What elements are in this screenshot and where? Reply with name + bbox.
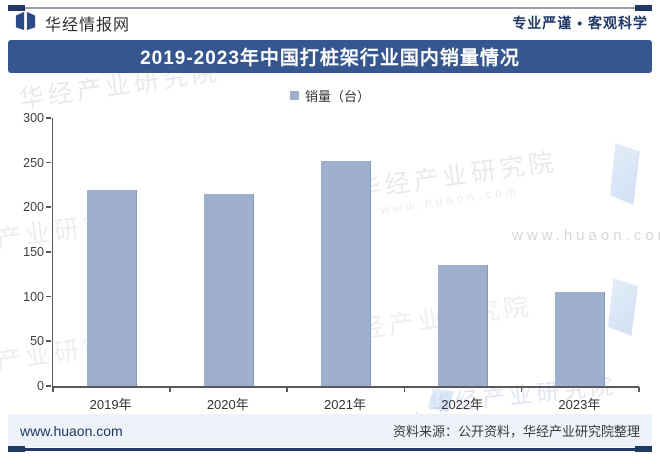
y-tick-label: 300 xyxy=(23,111,44,125)
x-tick-label: 2021年 xyxy=(324,397,366,412)
y-tick-mark xyxy=(46,340,51,342)
x-tick-label: 2020年 xyxy=(206,397,249,412)
bottom-rule-right-cap xyxy=(635,446,652,452)
footer-site-url: www.huaon.com xyxy=(20,422,123,439)
top-rule-right-cap xyxy=(635,5,652,11)
y-tick-mark xyxy=(46,206,51,208)
bottom-rule-line xyxy=(8,448,652,451)
top-rule-left-cap xyxy=(8,5,25,11)
bottom-rule-left-cap xyxy=(8,446,25,452)
footer-source: 资料来源：公开资料，华经产业研究院整理 xyxy=(392,424,640,439)
brand: 华经情报网 xyxy=(14,10,130,37)
title-bar: 2019-2023年中国打桩架行业国内销量情况 xyxy=(8,40,652,73)
bar-plot-area xyxy=(52,118,639,388)
x-tick-mark xyxy=(520,387,523,392)
bar-2023年 xyxy=(555,292,606,386)
bar-2022年 xyxy=(438,264,489,386)
legend: 销量（台） xyxy=(0,86,660,105)
bar-2021年 xyxy=(321,160,371,386)
y-tick-mark xyxy=(46,161,51,164)
x-tick-mark xyxy=(403,387,406,392)
x-tick-mark xyxy=(638,387,640,392)
chart-title: 2019-2023年中国打桩架行业国内销量情况 xyxy=(140,48,520,69)
header: 华经情报网 专业严谨 • 客观科学 xyxy=(14,11,648,35)
y-tick-label: 50 xyxy=(30,334,44,349)
x-tick-mark xyxy=(52,387,54,392)
x-tick-label: 2019年 xyxy=(89,397,132,412)
bar-2020年 xyxy=(203,193,254,386)
y-tick-mark xyxy=(46,251,51,253)
y-tick-label: 250 xyxy=(23,155,44,170)
bar-2019年 xyxy=(86,190,137,386)
site-logo-icon xyxy=(14,10,38,37)
y-tick-mark xyxy=(46,295,51,298)
y-tick-label: 200 xyxy=(23,200,44,215)
x-tick-mark xyxy=(286,387,288,392)
legend-swatch xyxy=(289,91,299,100)
header-slogan: 专业严谨 • 客观科学 xyxy=(512,15,648,31)
bottom-rule xyxy=(8,446,652,453)
top-rule xyxy=(8,5,652,11)
x-tick-mark xyxy=(169,387,171,392)
top-rule-line xyxy=(8,7,652,9)
y-tick-mark xyxy=(46,117,51,119)
legend-label: 销量（台） xyxy=(304,89,370,104)
x-tick-label: 2023年 xyxy=(558,397,601,412)
y-tick-label: 100 xyxy=(23,289,44,304)
footer: www.huaon.com 资料来源：公开资料，华经产业研究院整理 xyxy=(8,414,652,447)
y-tick-label: 150 xyxy=(23,245,44,259)
y-tick-mark xyxy=(46,385,51,387)
x-tick-label: 2022年 xyxy=(441,397,484,412)
y-tick-label: 0 xyxy=(37,379,44,393)
site-name: 华经情报网 xyxy=(45,17,131,34)
